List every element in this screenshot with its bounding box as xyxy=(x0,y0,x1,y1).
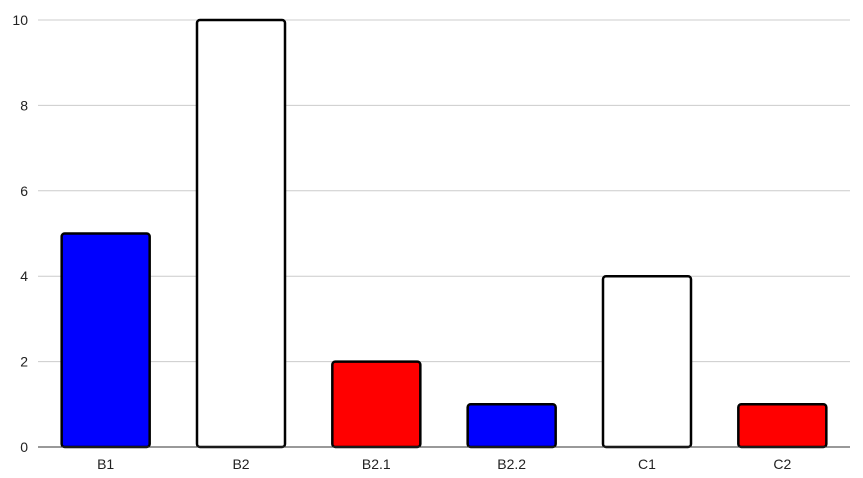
bar-c1 xyxy=(601,274,693,449)
bar-b2-2 xyxy=(466,403,557,449)
bar-b2 xyxy=(195,18,287,449)
y-tick-label: 6 xyxy=(20,183,28,199)
bars xyxy=(60,18,828,449)
y-tick-label: 2 xyxy=(20,354,28,370)
bar-b2-1 xyxy=(331,360,422,449)
bar-b1 xyxy=(60,232,151,449)
y-axis-tick-labels: 0 2 4 6 8 10 xyxy=(12,12,28,455)
x-tick-label: B2 xyxy=(232,456,249,472)
x-tick-label: B2.2 xyxy=(497,456,526,472)
x-tick-label: B2.1 xyxy=(362,456,391,472)
x-tick-label: C1 xyxy=(638,456,656,472)
y-tick-label: 4 xyxy=(20,268,28,284)
y-tick-label: 0 xyxy=(20,439,28,455)
x-tick-label: C2 xyxy=(773,456,791,472)
x-tick-label: B1 xyxy=(97,456,114,472)
y-tick-label: 8 xyxy=(20,97,28,113)
gridlines xyxy=(38,19,850,363)
bar-c2 xyxy=(737,403,828,449)
x-axis-tick-labels: B1 B2 B2.1 B2.2 C1 C2 xyxy=(97,456,791,472)
y-tick-label: 10 xyxy=(12,12,28,28)
